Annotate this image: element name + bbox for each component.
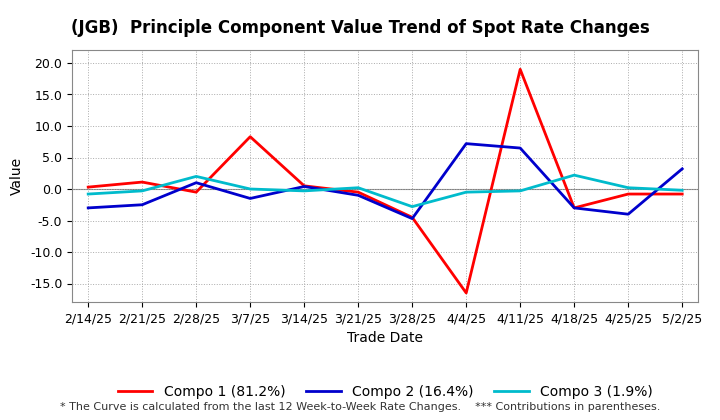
Compo 2 (16.4%) bbox=[300, 184, 308, 189]
Compo 2 (16.4%) bbox=[84, 205, 92, 210]
Compo 2 (16.4%) bbox=[678, 166, 686, 171]
Compo 3 (1.9%) bbox=[516, 188, 524, 193]
X-axis label: Trade Date: Trade Date bbox=[347, 331, 423, 345]
Compo 2 (16.4%) bbox=[192, 180, 200, 185]
Text: (JGB)  Principle Component Value Trend of Spot Rate Changes: (JGB) Principle Component Value Trend of… bbox=[71, 19, 649, 37]
Compo 2 (16.4%) bbox=[246, 196, 255, 201]
Compo 3 (1.9%) bbox=[246, 186, 255, 192]
Compo 2 (16.4%) bbox=[516, 145, 524, 150]
Compo 1 (81.2%) bbox=[246, 134, 255, 139]
Line: Compo 1 (81.2%): Compo 1 (81.2%) bbox=[88, 69, 682, 293]
Compo 3 (1.9%) bbox=[570, 173, 579, 178]
Compo 3 (1.9%) bbox=[192, 174, 200, 179]
Compo 2 (16.4%) bbox=[354, 193, 362, 198]
Line: Compo 3 (1.9%): Compo 3 (1.9%) bbox=[88, 175, 682, 207]
Compo 2 (16.4%) bbox=[624, 212, 632, 217]
Compo 1 (81.2%) bbox=[354, 190, 362, 195]
Compo 3 (1.9%) bbox=[354, 185, 362, 190]
Compo 3 (1.9%) bbox=[462, 190, 471, 195]
Compo 1 (81.2%) bbox=[192, 190, 200, 195]
Compo 1 (81.2%) bbox=[570, 205, 579, 210]
Line: Compo 2 (16.4%): Compo 2 (16.4%) bbox=[88, 144, 682, 218]
Compo 1 (81.2%) bbox=[462, 291, 471, 296]
Compo 1 (81.2%) bbox=[408, 215, 416, 220]
Compo 3 (1.9%) bbox=[138, 188, 147, 193]
Compo 1 (81.2%) bbox=[678, 192, 686, 197]
Compo 1 (81.2%) bbox=[138, 179, 147, 184]
Compo 1 (81.2%) bbox=[516, 67, 524, 72]
Y-axis label: Value: Value bbox=[10, 158, 24, 195]
Legend: Compo 1 (81.2%), Compo 2 (16.4%), Compo 3 (1.9%): Compo 1 (81.2%), Compo 2 (16.4%), Compo … bbox=[117, 385, 653, 399]
Compo 2 (16.4%) bbox=[138, 202, 147, 207]
Compo 3 (1.9%) bbox=[624, 185, 632, 190]
Compo 1 (81.2%) bbox=[84, 185, 92, 190]
Compo 3 (1.9%) bbox=[678, 188, 686, 193]
Compo 2 (16.4%) bbox=[408, 216, 416, 221]
Compo 1 (81.2%) bbox=[300, 183, 308, 188]
Compo 1 (81.2%) bbox=[624, 192, 632, 197]
Compo 2 (16.4%) bbox=[570, 205, 579, 210]
Compo 3 (1.9%) bbox=[84, 192, 92, 197]
Compo 3 (1.9%) bbox=[300, 188, 308, 193]
Compo 2 (16.4%) bbox=[462, 141, 471, 146]
Compo 3 (1.9%) bbox=[408, 204, 416, 209]
Text: * The Curve is calculated from the last 12 Week-to-Week Rate Changes.    *** Con: * The Curve is calculated from the last … bbox=[60, 402, 660, 412]
